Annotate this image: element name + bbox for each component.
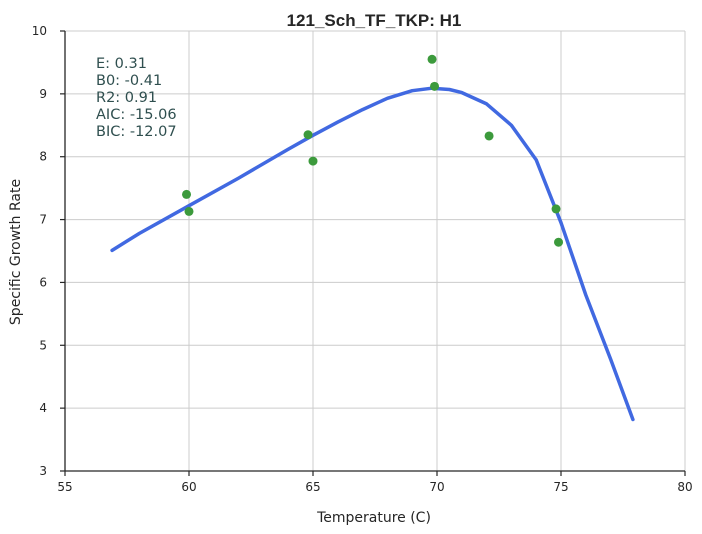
y-tick-label: 5 bbox=[39, 338, 47, 352]
y-tick-label: 10 bbox=[32, 24, 47, 38]
stat-e: E: 0.31 bbox=[96, 56, 147, 72]
data-point bbox=[182, 189, 192, 199]
x-axis-label: Temperature (C) bbox=[316, 510, 431, 526]
y-tick-label: 3 bbox=[39, 464, 47, 478]
data-point bbox=[554, 237, 564, 247]
fit-statistics: E: 0.31 B0: -0.41 R2: 0.91 AIC: -15.06 B… bbox=[96, 56, 177, 140]
data-point bbox=[184, 206, 194, 216]
axes bbox=[60, 30, 686, 476]
stat-b0: B0: -0.41 bbox=[96, 73, 162, 89]
y-tick-label: 9 bbox=[39, 87, 47, 101]
x-tick-label: 75 bbox=[553, 480, 568, 494]
data-point bbox=[427, 54, 437, 64]
x-tick-label: 65 bbox=[305, 480, 320, 494]
data-point bbox=[303, 130, 313, 140]
data-point bbox=[484, 131, 494, 141]
grid bbox=[65, 30, 686, 471]
y-tick-label: 7 bbox=[39, 213, 47, 227]
y-tick-label: 4 bbox=[39, 401, 47, 415]
stat-aic: AIC: -15.06 bbox=[96, 107, 177, 123]
x-tick-label: 80 bbox=[677, 480, 692, 494]
data-point bbox=[430, 81, 440, 91]
x-tick-label: 70 bbox=[429, 480, 444, 494]
y-tick-label: 6 bbox=[39, 275, 47, 289]
data-point bbox=[551, 204, 561, 214]
stat-bic: BIC: -12.07 bbox=[96, 124, 177, 140]
x-tick-label: 55 bbox=[57, 480, 72, 494]
y-axis-label: Specific Growth Rate bbox=[8, 179, 24, 325]
chart-title: 121_Sch_TF_TKP: H1 bbox=[287, 11, 462, 30]
x-tick-label: 60 bbox=[181, 480, 196, 494]
stat-r2: R2: 0.91 bbox=[96, 90, 157, 106]
y-tick-label: 8 bbox=[39, 150, 47, 164]
tick-labels: 55 60 65 70 75 80 3 4 5 6 7 8 9 10 bbox=[32, 24, 693, 494]
data-points bbox=[182, 54, 564, 247]
data-point bbox=[308, 156, 318, 166]
